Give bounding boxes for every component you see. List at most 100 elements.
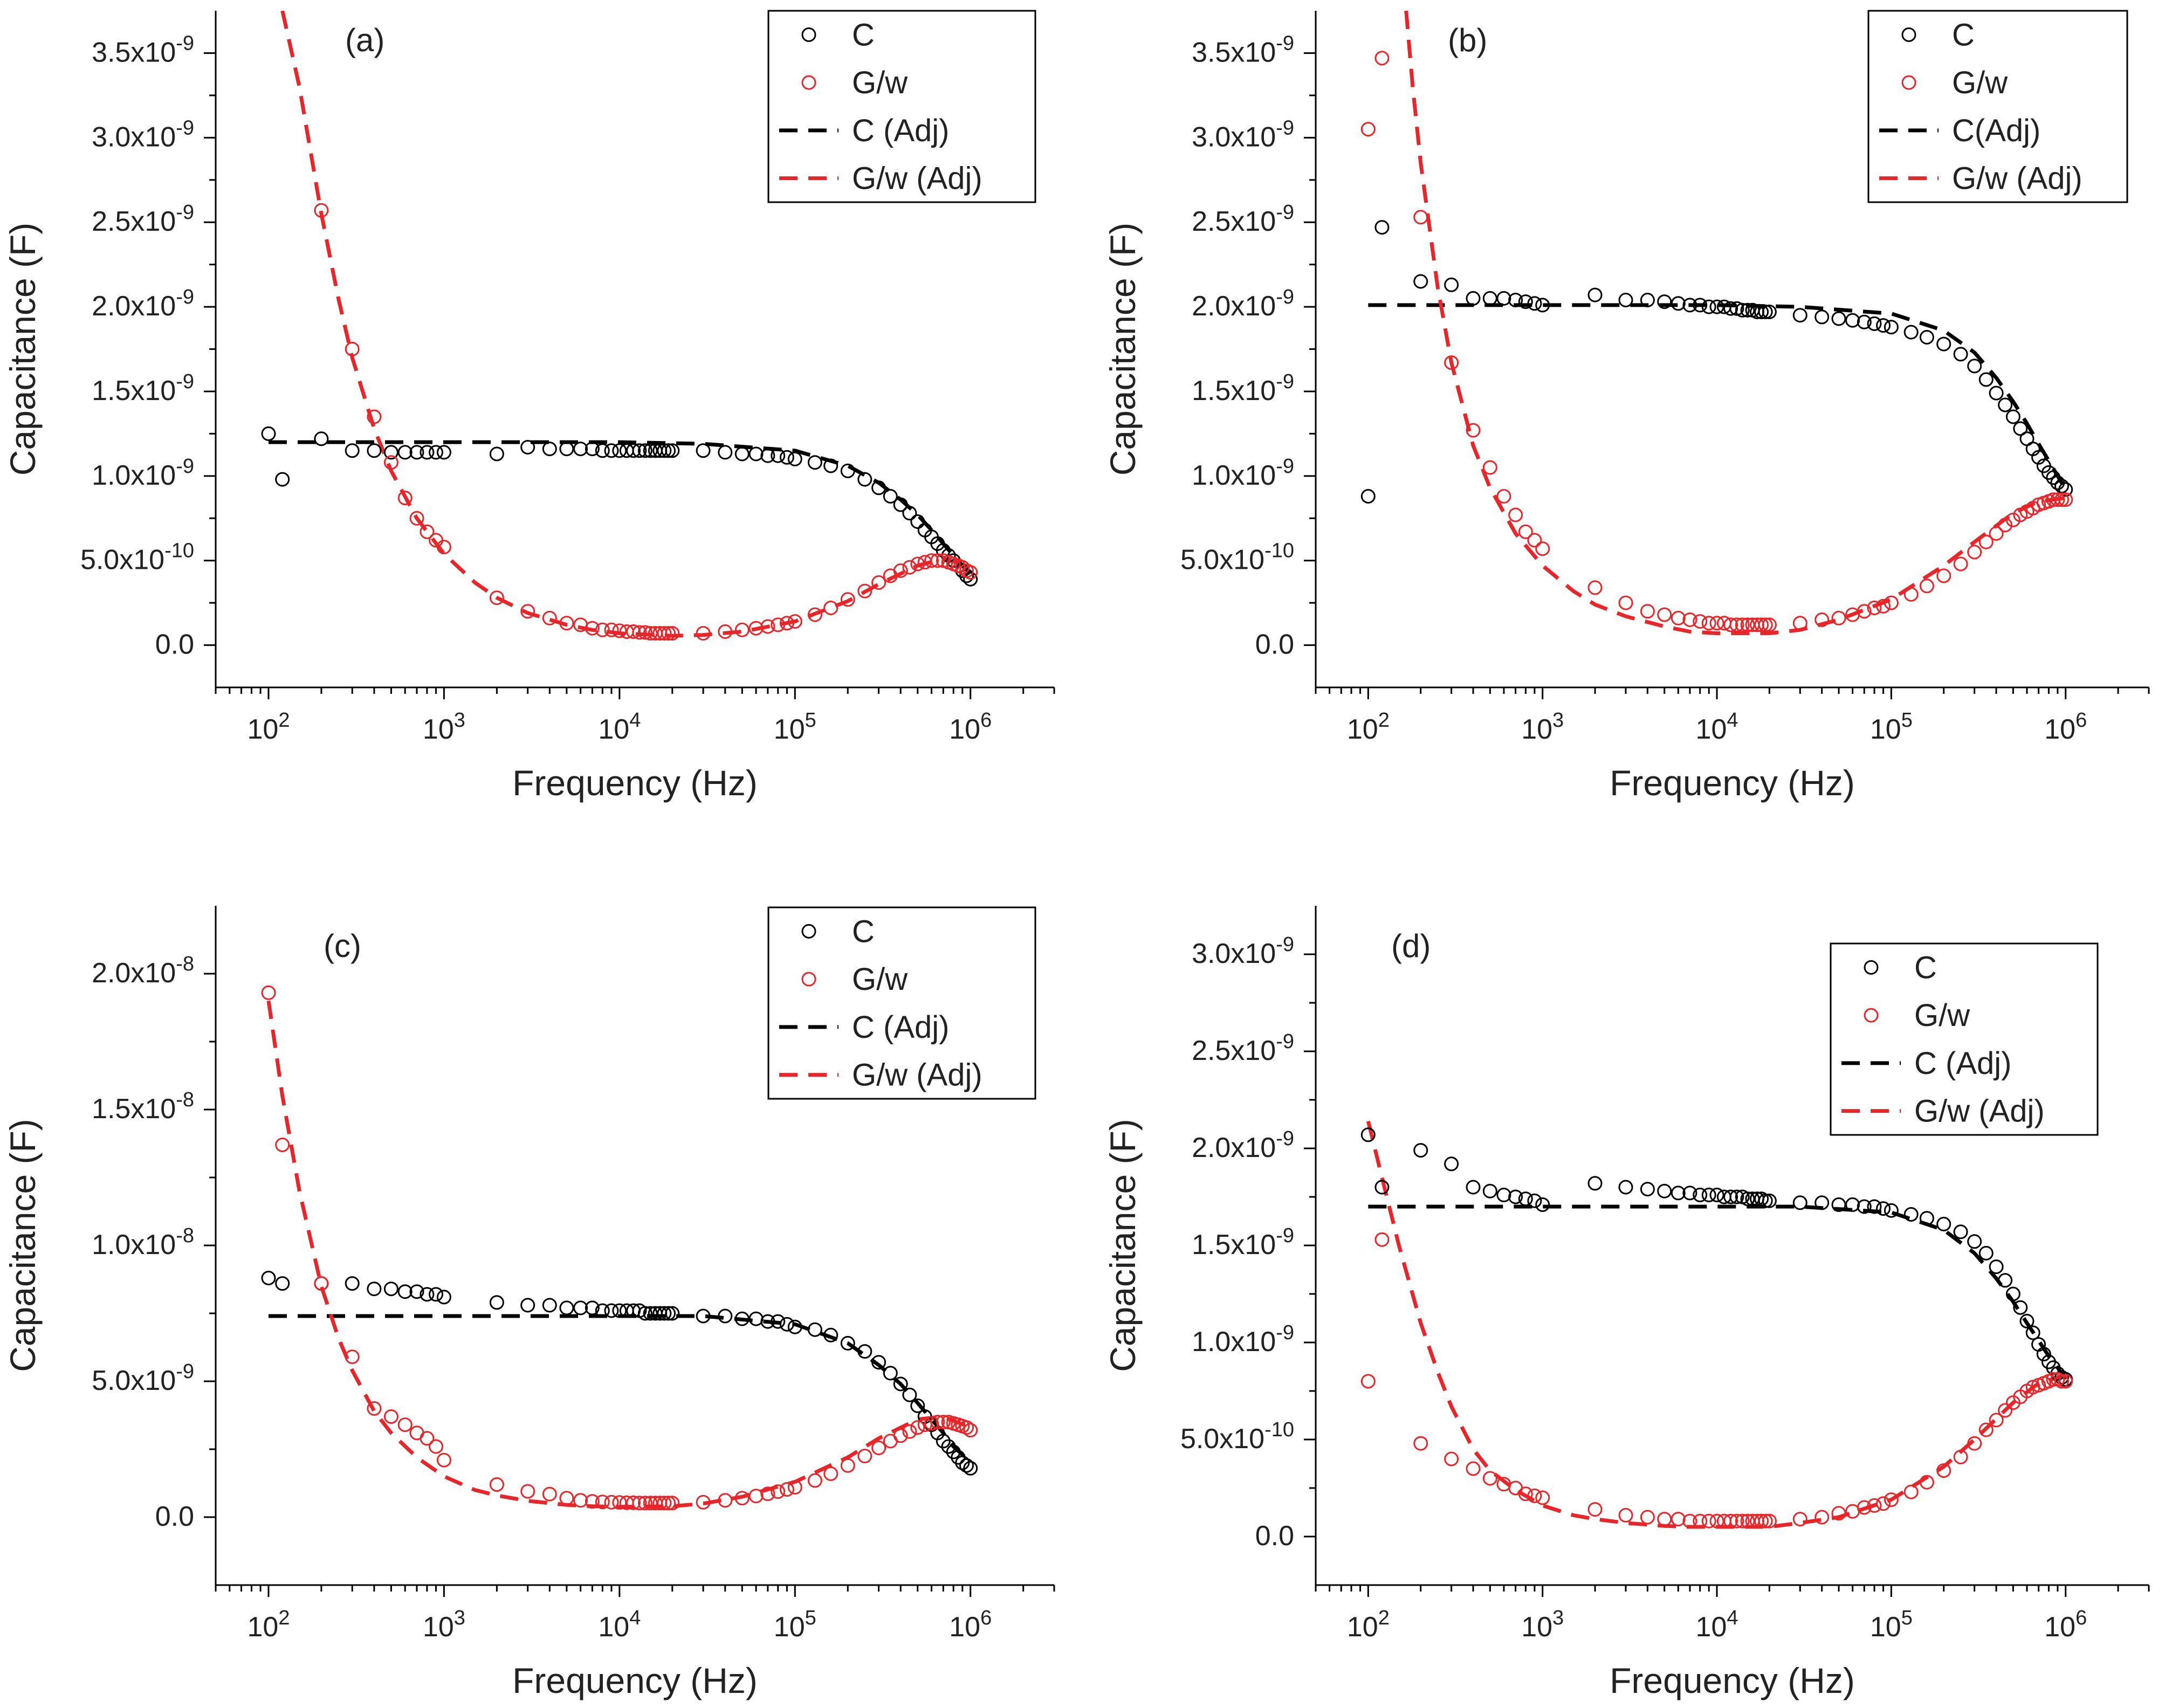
data-point-Gw [637, 625, 652, 640]
data-point-C [718, 1308, 733, 1324]
data-point-C [1762, 305, 1777, 319]
y-ticks: 0.0 5.0x10-9 1.0x10-8 1.5x10-8 2.0x10-8 [92, 953, 216, 1532]
data-point-C [857, 1344, 872, 1359]
y-tick-label: 0.0 [155, 629, 194, 660]
data-point-C [1466, 291, 1481, 306]
x-tick-label: 106 [2044, 1607, 2087, 1643]
data-point-C [1618, 293, 1633, 307]
data-point-C [1740, 1192, 1755, 1207]
data-point-C [1729, 301, 1744, 316]
data-point-Gw [936, 1415, 951, 1430]
data-point-Gw [1735, 617, 1750, 632]
legend-box [767, 10, 1036, 203]
data-point-Gw [1657, 607, 1672, 622]
data-point-C [367, 1282, 382, 1297]
data-point-C [1792, 1195, 1807, 1210]
y-tick-label: 1.0x10-9 [1192, 1321, 1294, 1358]
data-point-Gw [760, 619, 775, 634]
data-point-C [1978, 1245, 1994, 1261]
fit-line-C [1368, 303, 2067, 491]
data-point-Gw [1482, 460, 1497, 475]
panel-label: (a) [345, 22, 384, 58]
data-point-C [585, 1300, 600, 1316]
data-point-C [2019, 1313, 2034, 1328]
data-point-C [1867, 316, 1882, 331]
data-point-Gw [1640, 604, 1655, 619]
data-point-Gw [1444, 1451, 1459, 1466]
x-tick-label: 103 [1521, 1607, 1564, 1643]
y-tick-label: 2.0x10-9 [92, 286, 194, 322]
data-point-Gw [657, 1496, 672, 1511]
data-point-C [787, 1319, 802, 1334]
data-point-C [871, 1355, 886, 1370]
data-point-Gw [632, 625, 647, 640]
data-point-Gw [314, 203, 329, 218]
fit-line-C [1368, 1204, 2067, 1381]
y-axis-title: Capacitance (F) [1103, 223, 1143, 476]
data-point-Gw [2054, 492, 2069, 507]
data-point-C [585, 442, 600, 457]
data-point-C [893, 497, 908, 512]
data-point-C [1903, 1207, 1919, 1222]
legend-label: G/w (Adj) [1914, 1094, 2045, 1129]
data-point-Gw [1857, 1500, 1872, 1515]
data-point-Gw [1640, 1510, 1655, 1525]
legend-label: C(Adj) [1952, 113, 2040, 148]
data-point-Gw [902, 560, 917, 575]
data-point-C [489, 1295, 504, 1310]
data-point-Gw [1618, 1507, 1633, 1523]
data-point-Gw [1967, 1436, 1982, 1451]
data-point-Gw [436, 1452, 451, 1468]
data-point-Gw [1682, 1513, 1697, 1528]
data-point-C [771, 1314, 786, 1329]
data-point-Gw [1682, 612, 1697, 627]
data-point-Gw [718, 624, 733, 639]
data-point-Gw [1876, 1496, 1891, 1511]
data-point-Gw [1762, 1513, 1777, 1528]
data-point-C [661, 443, 676, 458]
data-point-C [2031, 450, 2046, 465]
data-point-Gw [857, 1449, 872, 1464]
data-point-Gw [1998, 1403, 2013, 1418]
data-point-Gw [1740, 1513, 1755, 1528]
data-point-C [1693, 298, 1708, 313]
data-point-C [573, 1300, 588, 1316]
data-point-C [657, 1306, 672, 1321]
data-point-Gw [779, 616, 794, 631]
data-point-Gw [632, 1496, 647, 1511]
data-point-C [1758, 1193, 1773, 1208]
data-point-C [963, 571, 978, 587]
data-point-Gw [1671, 1512, 1686, 1527]
data-point-Gw [696, 626, 711, 641]
data-point-Gw [520, 1484, 535, 1499]
data-point-C [612, 1303, 627, 1318]
data-point-C [409, 445, 424, 460]
x-axis-title: Frequency (Hz) [1610, 763, 1855, 803]
data-point-C [1857, 1199, 1872, 1214]
data-point-Gw [1884, 1492, 1899, 1507]
data-point-C [955, 1455, 970, 1470]
data-point-C [1831, 1197, 1846, 1212]
data-point-C [2046, 470, 2061, 485]
data-point-Gw [1723, 1513, 1738, 1528]
chart-panel-d: 102 103 104 105 106 0.0 5.0x10-10 1.0x10-9 1.5… [1103, 906, 2150, 1700]
data-point-C [1936, 1216, 1951, 1231]
data-point-Gw [893, 563, 908, 578]
data-point-Gw [963, 565, 978, 580]
y-tick-label: 2.5x10-9 [92, 201, 194, 237]
data-point-C [807, 455, 822, 470]
data-point-Gw [261, 985, 276, 1000]
x-tick-label: 106 [949, 1607, 992, 1643]
data-point-C [612, 443, 627, 458]
y-ticks: 0.05.0x10-10 1.0x10-9 1.5x10-9 2.0x10-9 … [1180, 933, 1316, 1552]
data-point-Gw [1701, 616, 1716, 631]
panel-label: (b) [1448, 22, 1487, 58]
y-tick-label: 2.5x10-9 [1192, 1030, 1294, 1066]
data-point-Gw [1671, 610, 1686, 625]
data-point-C [643, 1306, 658, 1321]
y-tick-label: 1.5x10-9 [1192, 370, 1294, 407]
data-point-Gw [665, 626, 680, 641]
data-point-C [748, 446, 764, 462]
data-point-C [910, 514, 925, 529]
data-point-C [1845, 313, 1860, 328]
